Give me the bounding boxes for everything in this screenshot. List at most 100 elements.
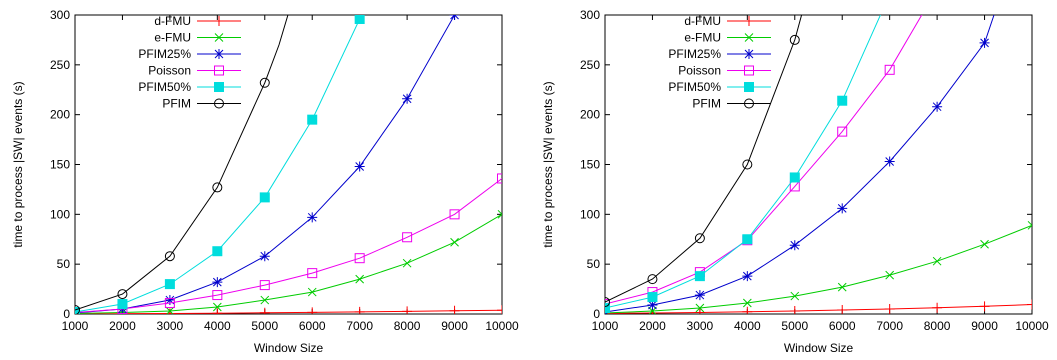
data-point	[497, 173, 502, 184]
data-point	[354, 161, 365, 172]
series-line	[75, 213, 502, 314]
series-d-FMU	[605, 299, 1032, 314]
data-point	[1027, 299, 1032, 310]
data-point	[449, 209, 460, 220]
x-tick-label: 4000	[734, 319, 761, 333]
series-line	[605, 15, 995, 313]
data-point	[260, 295, 270, 305]
legend-marker	[214, 65, 224, 76]
data-point	[259, 192, 270, 203]
data-point	[790, 291, 800, 301]
legend-label: Poisson	[148, 64, 191, 78]
data-point	[694, 290, 705, 301]
data-point	[647, 292, 658, 303]
data-point	[742, 306, 753, 314]
x-axis-label: Window Size	[254, 341, 324, 355]
data-point	[789, 240, 800, 251]
series-PFIM	[605, 15, 803, 308]
data-point	[355, 274, 365, 284]
data-point	[742, 159, 753, 170]
series-PFIM25%	[75, 15, 460, 314]
data-point	[212, 308, 223, 314]
y-tick-label: 0	[63, 307, 70, 321]
x-tick-label: 7000	[346, 319, 373, 333]
legend-marker	[744, 33, 754, 42]
legend-marker	[744, 98, 754, 109]
data-point	[605, 303, 610, 314]
data-point	[789, 34, 800, 45]
legend: d-FMU e-FMU PFIM25% Poisson PFIM50% PFIM	[138, 14, 241, 111]
series-PFIM50%	[75, 15, 365, 314]
data-point	[789, 172, 800, 183]
x-tick-label: 2000	[109, 319, 136, 333]
x-axis-label: Window Size	[784, 341, 854, 355]
data-point	[402, 93, 413, 104]
data-point	[307, 268, 318, 279]
data-point	[212, 290, 223, 301]
legend-label: PFIM25%	[138, 47, 191, 61]
y-tick-label: 100	[580, 207, 600, 221]
x-tick-label: 9000	[441, 319, 468, 333]
data-point	[742, 271, 753, 282]
legend-marker	[214, 82, 224, 92]
data-point	[354, 15, 365, 24]
y-tick-label: 250	[580, 58, 600, 72]
data-point	[402, 306, 413, 314]
x-tick-label: 9000	[971, 319, 998, 333]
data-point	[164, 298, 175, 309]
data-point	[259, 280, 270, 291]
legend-label: Poisson	[678, 64, 721, 78]
data-point	[307, 114, 318, 125]
data-point	[694, 271, 705, 282]
y-tick-label: 100	[50, 207, 70, 221]
legend-label: PFIM	[162, 97, 191, 111]
series-PFIM50%	[605, 15, 881, 314]
series-line	[605, 224, 1032, 314]
series-line	[75, 15, 289, 311]
data-point	[75, 305, 80, 314]
x-tick-label: 10000	[1015, 319, 1049, 333]
data-point	[979, 37, 990, 48]
y-tick-label: 150	[50, 158, 70, 172]
data-point	[117, 289, 128, 300]
data-point	[979, 301, 990, 312]
series-Poisson	[605, 15, 923, 310]
y-tick-label: 300	[580, 8, 600, 22]
data-point	[932, 302, 943, 313]
data-point	[165, 306, 175, 314]
data-point	[497, 209, 502, 219]
legend-label: e-FMU	[154, 31, 191, 45]
data-point	[884, 64, 895, 75]
y-tick-label: 50	[587, 257, 601, 271]
data-point	[980, 239, 989, 249]
x-tick-label: 3000	[687, 319, 714, 333]
data-point	[605, 297, 610, 308]
x-tick-label: 5000	[251, 319, 278, 333]
data-point	[932, 256, 942, 266]
legend-label: PFIM	[692, 97, 721, 111]
data-point	[212, 246, 223, 257]
chart-right: 1000 2000 3000 4000 5000 6000 7000 8000 9000 1000…	[541, 8, 1049, 355]
series-e-FMU	[605, 220, 1032, 314]
y-tick-label: 300	[50, 8, 70, 22]
data-point	[647, 300, 658, 311]
y-axis-label: time to process |SW| events (s)	[11, 81, 25, 247]
chart-left: 1000 2000 3000 4000 5000 6000 7000 8000 9000 1000…	[11, 8, 519, 355]
x-tick-label: 8000	[924, 319, 951, 333]
data-point	[402, 232, 413, 243]
legend-marker	[214, 49, 224, 59]
data-point	[884, 156, 895, 167]
legend: d-FMU e-FMU PFIM25% Poisson PFIM50% PFIM	[668, 14, 771, 111]
data-point	[605, 308, 610, 314]
data-point	[497, 305, 502, 314]
series-line	[605, 15, 803, 303]
series-line	[605, 15, 923, 305]
data-point	[354, 306, 365, 314]
data-point	[694, 233, 705, 244]
legend-label: d-FMU	[154, 14, 191, 28]
data-point	[449, 15, 460, 20]
data-point	[742, 234, 753, 245]
data-point	[259, 77, 270, 88]
legend-marker	[214, 16, 224, 26]
